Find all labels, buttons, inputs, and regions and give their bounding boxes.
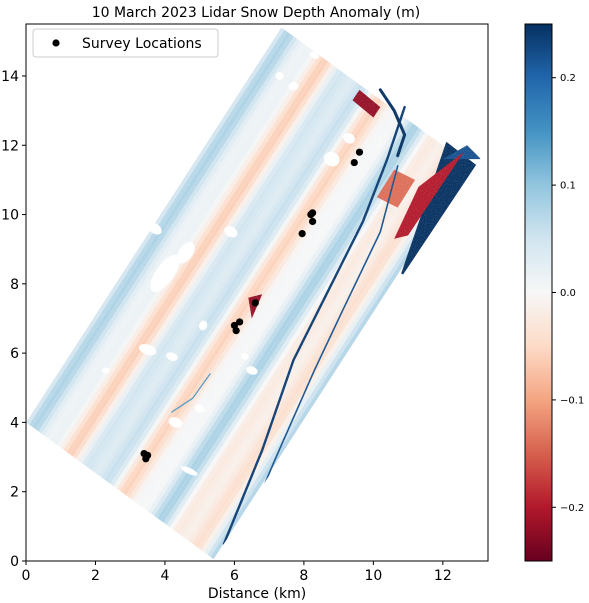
survey-point xyxy=(355,148,364,156)
plot-area: 0 2 4 6 8 10 12 0 2 4 6 8 10 12 14 xyxy=(1,23,489,584)
survey-point xyxy=(350,158,358,167)
y-axis-ticks: 0 2 4 6 8 10 12 14 xyxy=(1,69,26,570)
survey-point xyxy=(251,299,259,307)
survey-point xyxy=(308,209,317,217)
x-tick-label: 4 xyxy=(160,568,169,584)
colorbar-gradient xyxy=(524,23,553,562)
chart-title: 10 March 2023 Lidar Snow Depth Anomaly (… xyxy=(92,5,421,21)
lidar-speckle xyxy=(26,27,488,560)
survey-point xyxy=(308,217,317,226)
survey-point xyxy=(232,327,240,335)
x-tick-label: 6 xyxy=(230,568,239,584)
legend-marker xyxy=(52,39,60,47)
survey-point xyxy=(298,230,306,238)
y-tick-label: 10 xyxy=(1,208,19,224)
speckle-overlay xyxy=(26,27,488,560)
y-tick-label: 2 xyxy=(10,485,19,501)
y-tick-label: 0 xyxy=(10,554,19,570)
legend: Survey Locations xyxy=(32,28,219,58)
colorbar-tick-label: 0.1 xyxy=(560,181,576,192)
colorbar-tick-label: 0.2 xyxy=(560,73,576,84)
x-tick-label: 0 xyxy=(22,568,31,584)
y-tick-label: 6 xyxy=(10,346,19,362)
y-tick-label: 12 xyxy=(1,138,19,154)
colorbar-tick-label: −0.2 xyxy=(560,503,584,514)
plot-frame xyxy=(25,23,489,562)
y-tick-label: 8 xyxy=(10,277,19,293)
colorbar-ticks: −0.2 −0.1 0.0 0.1 0.2 xyxy=(552,73,584,514)
survey-point xyxy=(142,455,150,463)
x-tick-label: 8 xyxy=(299,568,308,584)
legend-box xyxy=(32,28,219,58)
y-tick-label: 4 xyxy=(10,415,19,431)
y-tick-label: 14 xyxy=(1,69,19,85)
colorbar-tick-label: −0.1 xyxy=(560,395,584,406)
legend-entry: Survey Locations xyxy=(82,36,202,52)
x-tick-label: 2 xyxy=(91,568,100,584)
x-axis-ticks: 0 2 4 6 8 10 12 xyxy=(22,561,452,584)
colorbar-tick-label: 0.0 xyxy=(560,288,576,299)
colorbar: −0.2 −0.1 0.0 0.1 0.2 xyxy=(524,23,584,562)
x-axis-label: Distance (km) xyxy=(208,586,306,602)
x-tick-label: 12 xyxy=(434,568,452,584)
survey-point xyxy=(236,318,244,326)
survey-points xyxy=(140,148,364,463)
x-tick-label: 10 xyxy=(364,568,382,584)
